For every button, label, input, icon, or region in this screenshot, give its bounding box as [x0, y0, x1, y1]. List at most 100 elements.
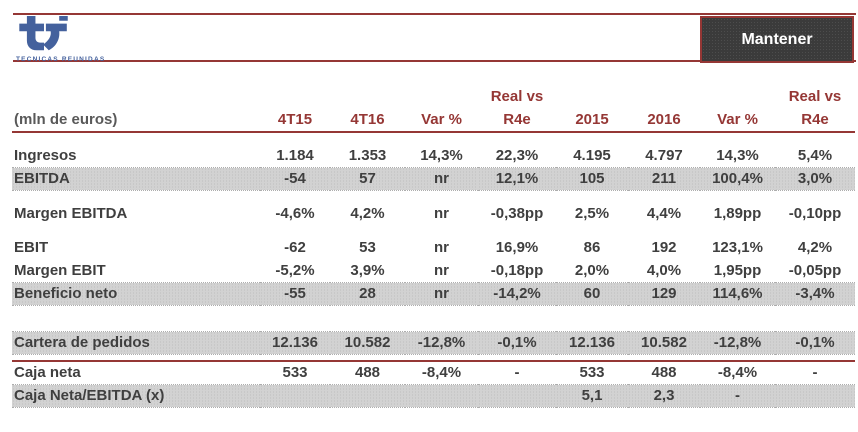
value-cell: 1,95pp	[713, 261, 762, 279]
value-cell: 22,3%	[495, 146, 539, 164]
spacer-row	[12, 132, 855, 144]
header-cell: Var %	[405, 105, 478, 133]
value-cell: 105	[556, 166, 628, 191]
value-cell: -12,8%	[700, 330, 775, 355]
spacer-row	[12, 354, 855, 361]
value-cell: 4.195	[573, 146, 611, 164]
value-cell: 488	[628, 360, 700, 384]
header-cell	[628, 84, 700, 105]
row-label: EBITDA	[12, 166, 260, 191]
row-label: Beneficio neto	[12, 281, 260, 306]
financials-thead: Real vs Real vs (mln de euros) 4T15 4T16 Var …	[12, 84, 855, 133]
table-row: Ingresos 1.184 1.353 14,3% 22,3% 4.195 4.797 14…	[12, 144, 855, 167]
value-cell: 2,5%	[574, 205, 610, 222]
value-cell: -0,1%	[775, 330, 855, 355]
value-cell	[260, 383, 330, 408]
value-cell: 4,2%	[797, 239, 833, 256]
table-row: Cartera de pedidos 12.136 10.582 -12,8% -0,1…	[12, 330, 855, 355]
value-cell: 3,0%	[775, 166, 855, 191]
table-row: EBIT -62 53 nr 16,9% 86 192 123,1% 4,2%	[12, 236, 855, 259]
spacer-row	[12, 305, 855, 331]
value-cell: 2,0%	[574, 261, 610, 279]
header-cell	[405, 84, 478, 105]
value-cell: nr	[434, 205, 449, 222]
company-logo: TECNICAS REUNIDAS	[16, 16, 126, 63]
value-cell: 5,4%	[797, 146, 833, 164]
value-cell: 3,9%	[350, 261, 385, 279]
value-cell: -0,18pp	[490, 261, 544, 279]
value-cell: -	[478, 360, 556, 384]
value-cell: 123,1%	[712, 239, 763, 256]
value-cell: 114,6%	[700, 281, 775, 306]
row-label: EBIT	[14, 239, 49, 256]
logo-rule	[13, 60, 856, 62]
value-cell: 12.136	[260, 330, 330, 355]
value-cell: 14,3%	[716, 146, 759, 164]
value-cell: 4,2%	[350, 205, 385, 222]
value-cell: 14,3%	[420, 146, 463, 164]
value-cell: -14,2%	[478, 281, 556, 306]
row-label: Ingresos	[14, 146, 77, 164]
value-cell: 10.582	[330, 330, 405, 355]
header-cell	[556, 84, 628, 105]
value-cell: -8,4%	[405, 360, 478, 384]
unit-label: (mln de euros)	[12, 105, 260, 133]
table-row: Beneficio neto -55 28 nr -14,2% 60 129 114,6% -3…	[12, 281, 855, 306]
header-cell: Var %	[700, 105, 775, 133]
table-row: Margen EBIT -5,2% 3,9% nr -0,18pp 2,0% 4,0% 1,9…	[12, 259, 855, 282]
row-label: Margen EBIT	[14, 261, 106, 279]
value-cell: -3,4%	[775, 281, 855, 306]
row-label: Caja neta	[12, 360, 260, 384]
value-cell: -0,1%	[478, 330, 556, 355]
value-cell: -0,10pp	[788, 205, 842, 222]
financials-table: Real vs Real vs (mln de euros) 4T15 4T16 Var …	[12, 84, 855, 408]
rating-badge: Mantener	[700, 16, 854, 63]
header-cell: Real vs	[490, 88, 544, 105]
value-cell: 1,89pp	[713, 205, 762, 222]
table-row: EBITDA -54 57 nr 12,1% 105 211 100,4% 3,0%	[12, 166, 855, 191]
value-cell	[330, 383, 405, 408]
value-cell: -12,8%	[405, 330, 478, 355]
table-row: Caja neta 533 488 -8,4% -533 488 -8,4% -	[12, 360, 855, 384]
spacer-cell	[12, 305, 855, 331]
value-cell: nr	[405, 166, 478, 191]
value-cell: 12.136	[556, 330, 628, 355]
spacer-row	[12, 225, 855, 236]
value-cell: 16,9%	[495, 239, 539, 256]
value-cell: 100,4%	[700, 166, 775, 191]
value-cell	[775, 383, 855, 408]
value-cell: 57	[330, 166, 405, 191]
header-cell: 4T15	[260, 105, 330, 133]
value-cell: 1.184	[276, 146, 314, 164]
value-cell: 4,4%	[646, 205, 682, 222]
value-cell: 533	[260, 360, 330, 384]
value-cell: 4.797	[645, 146, 683, 164]
value-cell: 488	[330, 360, 405, 384]
header-row-top: Real vs Real vs	[12, 84, 855, 105]
header-cell: Real vs	[788, 88, 842, 105]
value-cell: -54	[260, 166, 330, 191]
header-cell	[12, 84, 260, 105]
value-cell: -55	[260, 281, 330, 306]
value-cell: -5,2%	[275, 261, 315, 279]
value-cell: 86	[583, 239, 601, 256]
value-cell: nr	[405, 281, 478, 306]
row-label: Cartera de pedidos	[12, 330, 260, 355]
value-cell: -	[700, 383, 775, 408]
value-cell: 28	[330, 281, 405, 306]
value-cell: 53	[359, 239, 376, 256]
value-cell	[405, 383, 478, 408]
header-row-cols: (mln de euros) 4T15 4T16 Var % R4e 2015 2016 Va…	[12, 105, 855, 133]
spacer-cell	[12, 190, 855, 202]
spacer-cell	[12, 132, 855, 144]
value-cell: 533	[556, 360, 628, 384]
top-rule	[13, 13, 856, 15]
value-cell: 129	[628, 281, 700, 306]
spacer-cell	[12, 225, 855, 236]
value-cell: -0,38pp	[490, 205, 544, 222]
table-row: Caja Neta/EBITDA (x) 5,1 2,3-	[12, 383, 855, 408]
row-label: Caja Neta/EBITDA (x)	[12, 383, 260, 408]
value-cell: 5,1	[556, 383, 628, 408]
header-cell	[330, 84, 405, 105]
